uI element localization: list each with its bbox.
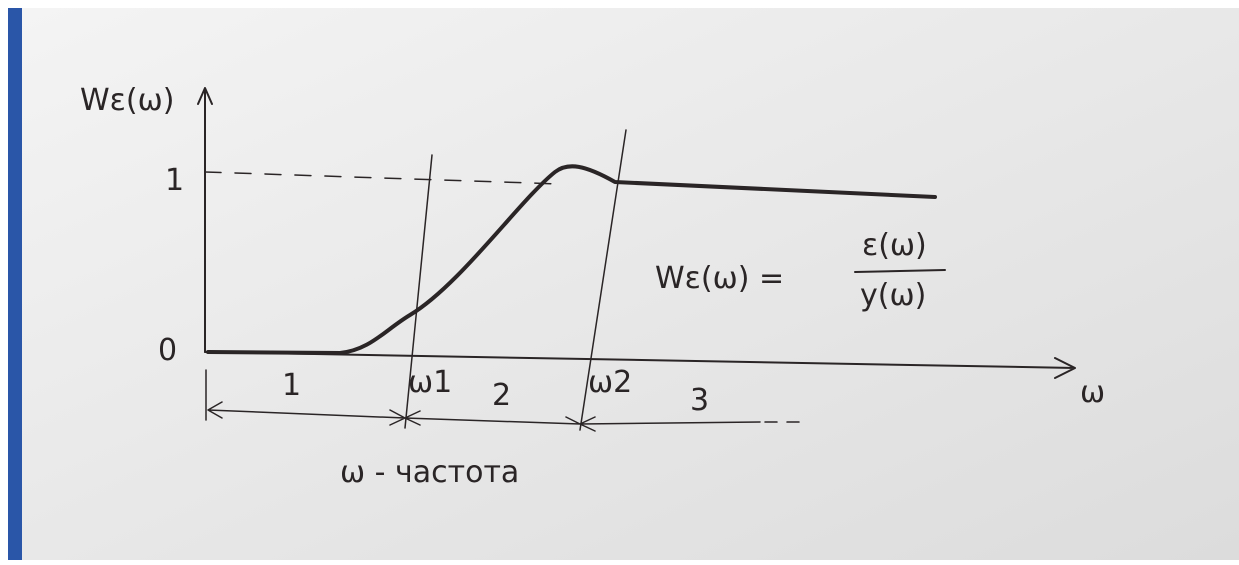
formula-lhs: Wε(ω) = — [655, 261, 784, 296]
sketch: Wε(ω) 1 0 ω ω1 ω2 1 2 3 Wε(ω) = ε(ω) y(ω… — [0, 0, 1239, 565]
region-label: 1 — [282, 368, 301, 403]
y-tick-label: 1 — [165, 163, 184, 198]
y-tick-label: 0 — [158, 333, 177, 368]
formula-denominator: y(ω) — [860, 278, 926, 313]
region-label: 2 — [492, 378, 511, 413]
formula-numerator: ε(ω) — [862, 228, 927, 263]
y-axis-label: Wε(ω) — [80, 83, 174, 118]
marker-label: ω1 — [408, 365, 452, 400]
caption: ω - частота — [340, 455, 519, 490]
marker-label: ω2 — [588, 365, 632, 400]
paper — [8, 8, 1239, 560]
blue-edge — [8, 8, 22, 560]
region-label: 3 — [690, 383, 709, 418]
x-axis-label: ω — [1080, 375, 1105, 410]
